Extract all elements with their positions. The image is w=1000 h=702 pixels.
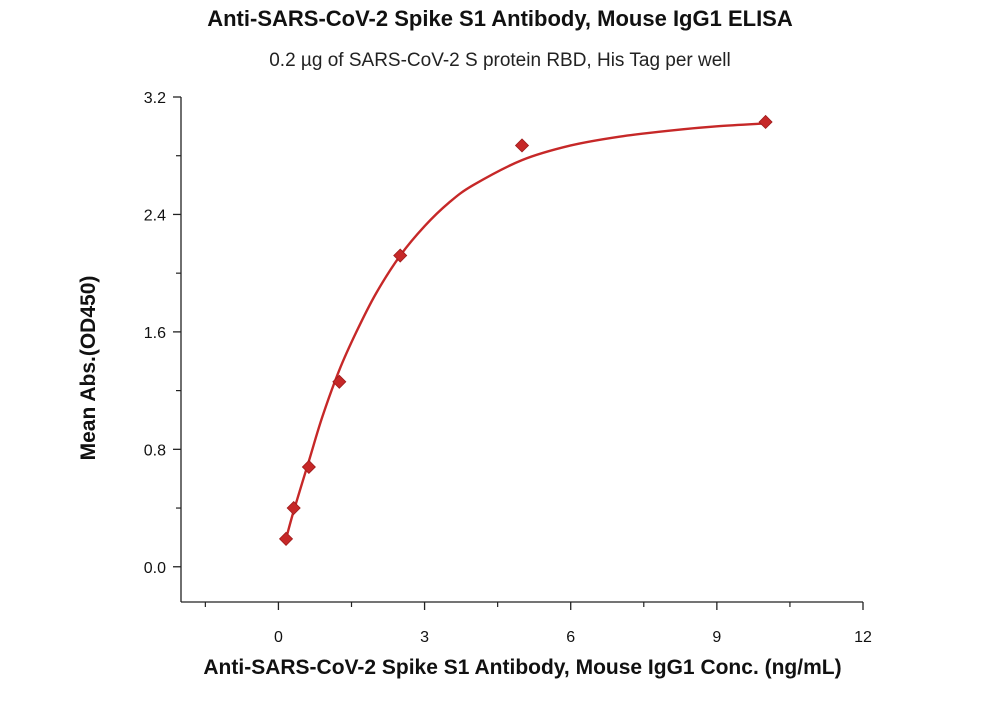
data-point	[332, 374, 347, 389]
y-tick-label: 0.8	[144, 442, 166, 459]
x-tick-label: 3	[420, 629, 429, 646]
data-point	[514, 138, 530, 153]
x-tick-label: 9	[712, 629, 721, 646]
data-point	[393, 248, 408, 263]
y-tick-label: 1.6	[144, 325, 166, 342]
y-tick-label: 3.2	[144, 90, 166, 107]
y-tick-label: 0.0	[144, 560, 166, 577]
data-point	[286, 500, 301, 516]
y-axis-label: Mean Abs.(OD450)	[77, 275, 100, 461]
x-tick-label: 6	[566, 629, 575, 646]
data-point	[758, 114, 773, 130]
data-point	[278, 531, 294, 546]
x-tick-label: 12	[854, 629, 872, 646]
fit-curve	[284, 122, 766, 540]
x-tick-label: 0	[274, 629, 283, 646]
y-tick-label: 2.4	[144, 207, 166, 224]
x-axis-label: Anti-SARS-CoV-2 Spike S1 Antibody, Mouse…	[203, 656, 842, 679]
chart-subtitle: 0.2 µg of SARS-CoV-2 S protein RBD, His …	[269, 50, 731, 71]
chart-title: Anti-SARS-CoV-2 Spike S1 Antibody, Mouse…	[207, 6, 793, 31]
data-point	[301, 459, 316, 475]
